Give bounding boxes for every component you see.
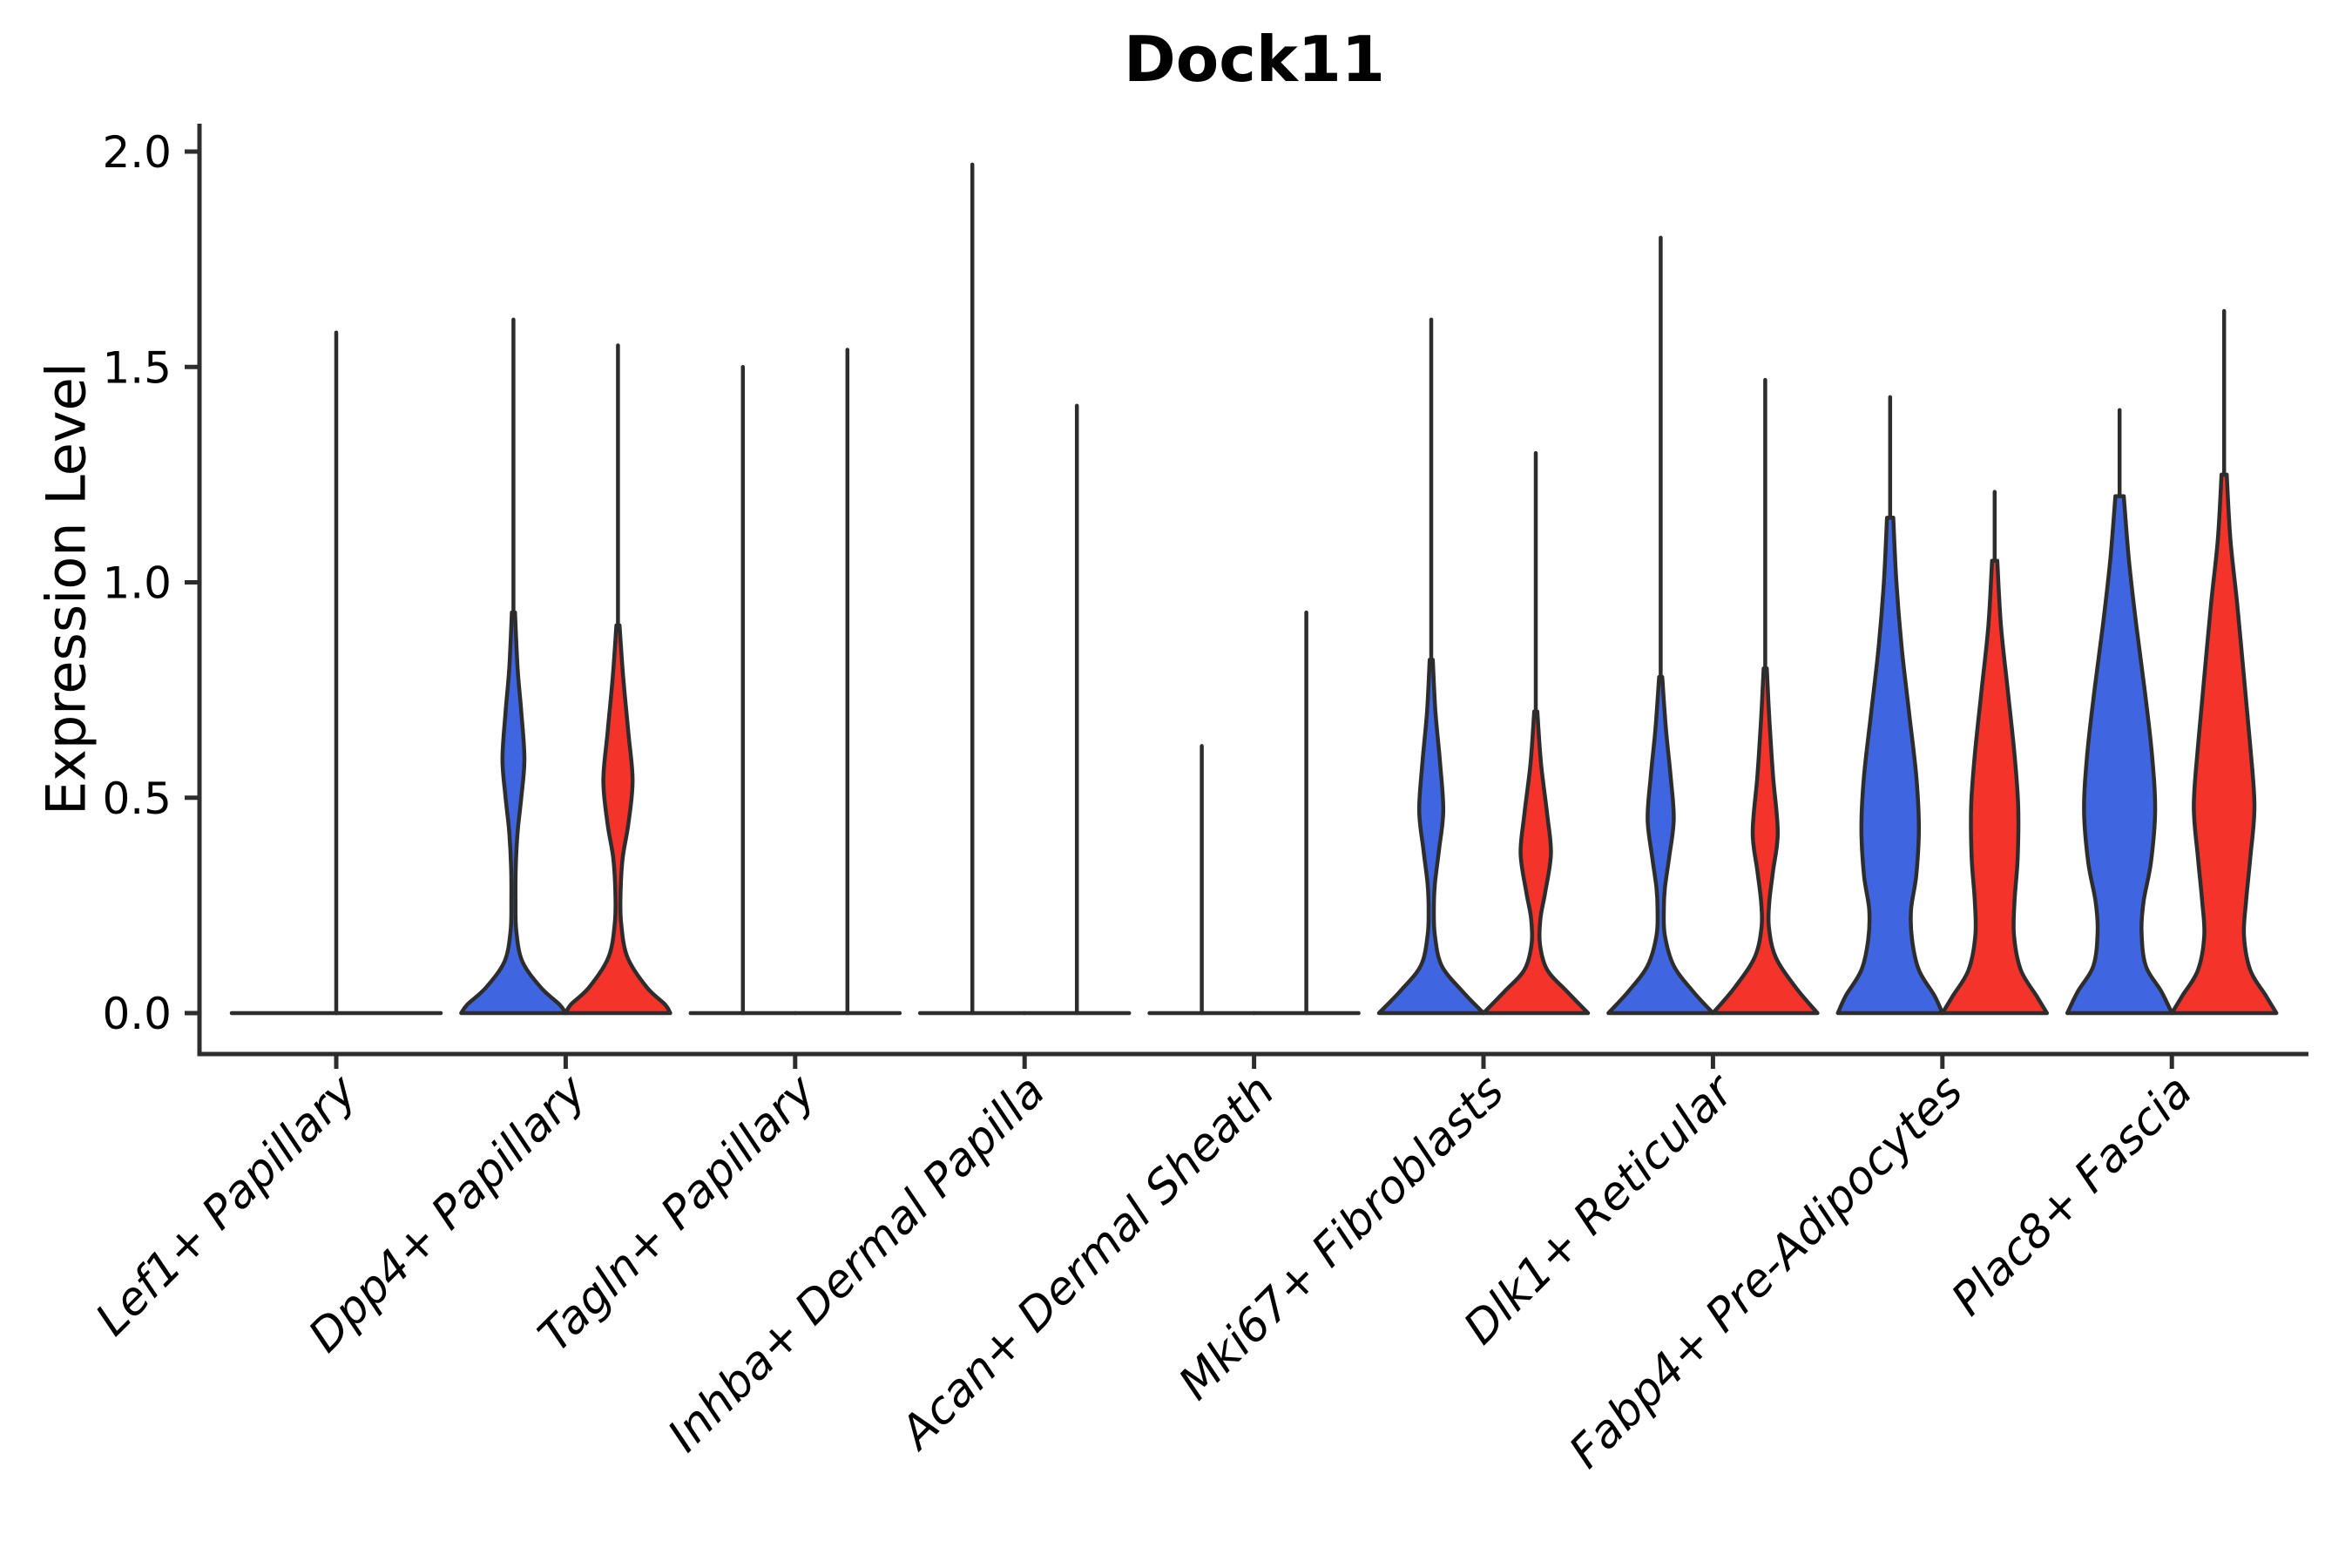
y-tick-label: 2.0 bbox=[102, 127, 172, 178]
violin-red-2 bbox=[564, 623, 672, 1016]
y-tick-label: 0.0 bbox=[102, 989, 172, 1039]
violin-blue-7 bbox=[1606, 675, 1715, 1016]
violin-red-6 bbox=[1481, 709, 1591, 1016]
violin-red-7 bbox=[1711, 666, 1820, 1016]
chart-title: Dock11 bbox=[1124, 23, 1385, 96]
violin-blue-9 bbox=[2065, 494, 2174, 1016]
violin-blue-6 bbox=[1376, 658, 1486, 1016]
x-category-label: Acan+ Dermal Sheath bbox=[889, 1065, 1285, 1461]
y-tick-label: 1.5 bbox=[102, 342, 172, 393]
y-tick-label: 1.0 bbox=[102, 558, 172, 609]
x-category-label: Plac8+ Fascia bbox=[1942, 1065, 2202, 1326]
y-tick-label: 0.5 bbox=[102, 774, 172, 824]
violin-red-8 bbox=[1940, 558, 2050, 1016]
violin-red-9 bbox=[2169, 472, 2279, 1016]
violin-blue-2 bbox=[459, 610, 568, 1016]
x-category-label: Inhba+ Dermal Papilla bbox=[659, 1065, 1056, 1463]
x-category-label: Fabp4+ Pre-Adipocytes bbox=[1559, 1065, 1973, 1479]
violin-blue-8 bbox=[1835, 516, 1945, 1016]
